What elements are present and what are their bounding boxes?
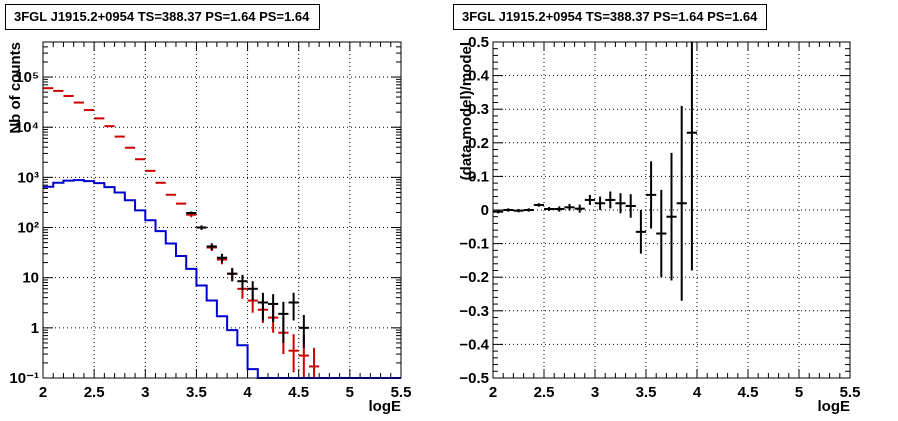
data-point: [247, 281, 258, 301]
plot-frame: [42, 41, 402, 379]
x-tick-label: 2: [489, 384, 497, 401]
left-chart-title: 3FGL J1915.2+0954 TS=388.37 PS=1.64 PS=1…: [5, 4, 320, 30]
data-point: [298, 315, 309, 348]
x-tick-label: 2.5: [84, 384, 105, 401]
residual-point: [503, 208, 514, 212]
x-tick-label: 4: [243, 384, 252, 401]
residual-point: [595, 196, 606, 210]
y-tick-label: 0.4: [468, 68, 490, 85]
y-tick-label: 0.2: [468, 135, 489, 152]
x-tick-label: 5: [795, 384, 803, 401]
residual-point: [656, 189, 667, 278]
x-tick-label: 5.5: [391, 384, 412, 401]
x-tick-label: 2.5: [534, 384, 555, 401]
residual-point: [584, 194, 595, 205]
data-point: [186, 211, 197, 215]
data-point: [206, 243, 217, 251]
y-tick-label: 10⁻¹: [9, 370, 39, 387]
y-tick-label: 0.3: [468, 101, 489, 118]
residual-point: [523, 208, 534, 212]
y-tick-label: 10⁴: [15, 119, 39, 136]
residual-point: [554, 206, 565, 212]
x-tick-label: 5: [346, 384, 354, 401]
model-step-line: [43, 179, 401, 379]
data-point: [268, 294, 279, 323]
residual-point: [666, 152, 677, 281]
y-tick-label: 0.5: [468, 34, 489, 51]
data-point: [196, 225, 207, 230]
residual-point: [646, 161, 657, 229]
y-tick-label: 1: [31, 320, 39, 337]
y-tick-label: 0.1: [468, 168, 489, 185]
residual-point: [625, 194, 636, 218]
y-tick-label: 10³: [17, 169, 39, 186]
x-tick-label: 4.5: [288, 384, 309, 401]
residual-point: [544, 206, 555, 212]
residual-point: [513, 208, 524, 213]
residual-point: [574, 204, 585, 213]
residual-point: [564, 203, 575, 211]
residual-point: [676, 105, 687, 301]
x-tick-label: 3.5: [186, 384, 207, 401]
y-tick-label: −0.2: [459, 269, 489, 286]
residual-point: [493, 210, 504, 214]
model-point: [308, 347, 320, 378]
x-tick-label: 3: [591, 384, 599, 401]
residual-point: [635, 210, 646, 254]
residual-point: [686, 42, 697, 271]
counts-plot: 2 2.5 3 3.5 4 4.5 5 5.5 10⁻¹ 1 10 10² 10³ 10⁴ 10⁵ logE N…: [7, 41, 412, 415]
right-chart-title: 3FGL J1915.2+0954 TS=388.37 PS=1.64 PS=1…: [453, 4, 767, 30]
x-tick-label: 3.5: [636, 384, 657, 401]
x-tick-label: 5.5: [840, 384, 861, 401]
y-tick-label: −0.4: [459, 336, 489, 353]
data-point: [288, 292, 299, 321]
residual-point: [605, 191, 616, 209]
y-tick-label: 10²: [17, 220, 39, 237]
x-tick-label: 4: [693, 384, 702, 401]
x-tick-label: 2: [39, 384, 47, 401]
x-axis-label: logE: [818, 398, 851, 415]
y-tick-label: 10: [22, 270, 39, 287]
data-point: [237, 274, 248, 291]
x-tick-label: 3: [141, 384, 149, 401]
y-tick-label: −0.3: [459, 303, 489, 320]
residual-point: [615, 193, 626, 214]
y-axis-label: Nb of counts: [7, 42, 24, 134]
residuals-plot: 2 2.5 3 3.5 4 4.5 5 5.5 −0.5 −0.4 −0.3 −0.2 −0.1 0 0.1…: [458, 34, 860, 415]
data-point: [227, 268, 238, 282]
x-tick-label: 4.5: [738, 384, 759, 401]
y-tick-label: −0.1: [459, 236, 489, 253]
model-point: [288, 334, 299, 373]
y-tick-label: 0: [481, 202, 489, 219]
y-axis-label: (data-model)/model: [458, 42, 475, 180]
data-point: [257, 292, 269, 321]
plot-frame: [492, 41, 851, 379]
y-tick-label: 10⁵: [15, 69, 39, 86]
x-axis-label: logE: [369, 398, 402, 415]
y-tick-label: −0.5: [459, 370, 489, 387]
data-point: [278, 301, 289, 343]
residual-point: [533, 203, 544, 207]
data-point: [216, 253, 228, 263]
